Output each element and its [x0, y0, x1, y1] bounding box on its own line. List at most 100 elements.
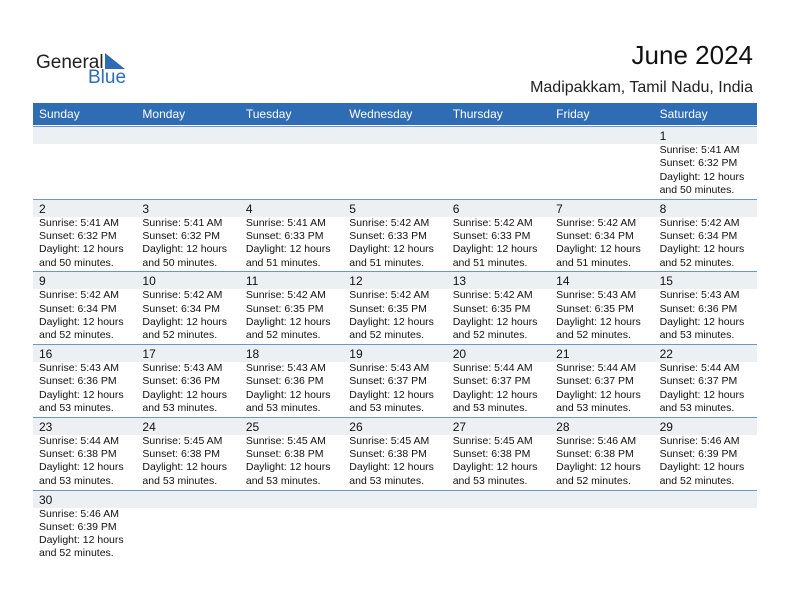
day-number: 26: [349, 419, 363, 434]
daylight: Daylight: 12 hours: [39, 243, 124, 256]
daylight: and 50 minutes.: [142, 256, 218, 269]
sunrise: Sunrise: 5:44 AM: [556, 362, 637, 375]
daylight: Daylight: 12 hours: [659, 243, 745, 256]
sunset: Sunset: 6:38 PM: [142, 448, 221, 461]
sunset: Sunset: 6:34 PM: [39, 302, 117, 315]
weekday-label: Wednesday: [349, 107, 413, 121]
day-number: 28: [556, 419, 570, 434]
daylight: and 53 minutes.: [452, 474, 528, 487]
day-number: 1: [659, 129, 667, 143]
daylight: Daylight: 12 hours: [556, 388, 641, 401]
day-number: 15: [659, 274, 673, 289]
weekday-label: Friday: [556, 107, 590, 121]
sunset: Sunset: 6:38 PM: [245, 448, 324, 461]
sunset: Sunset: 6:32 PM: [659, 157, 738, 170]
day-number: 23: [39, 419, 53, 434]
sunrise: Sunrise: 5:44 AM: [659, 362, 740, 375]
daylight: and 52 minutes.: [556, 329, 631, 342]
day-number: 24: [142, 419, 156, 434]
sunset: Sunset: 6:33 PM: [349, 230, 427, 242]
sunrise: Sunrise: 5:43 AM: [39, 362, 119, 375]
daylight: Daylight: 12 hours: [659, 388, 745, 401]
sunrise: Sunrise: 5:42 AM: [659, 216, 740, 229]
daylight: Daylight: 12 hours: [349, 388, 434, 401]
daylight: Daylight: 12 hours: [142, 243, 228, 256]
sunset: Sunset: 6:34 PM: [142, 302, 221, 315]
daylight: Daylight: 12 hours: [142, 316, 228, 328]
day-number: 25: [245, 419, 260, 434]
daylight: Daylight: 12 hours: [39, 388, 124, 401]
daylight: and 52 minutes.: [349, 329, 424, 342]
daylight: and 53 minutes.: [245, 474, 321, 487]
sunset: Sunset: 6:33 PM: [452, 230, 531, 242]
weekday-label: Sunday: [39, 107, 80, 121]
sunrise: Sunrise: 5:46 AM: [556, 434, 637, 447]
logo-blue: Blue: [88, 67, 127, 88]
daylight: and 53 minutes.: [659, 329, 735, 342]
day-number: 11: [245, 274, 259, 289]
logo-general: General: [36, 52, 104, 73]
sunrise: Sunrise: 5:46 AM: [39, 507, 119, 520]
sunrise: Sunrise: 5:42 AM: [39, 289, 119, 302]
daylight: and 52 minutes.: [659, 256, 735, 269]
daylight: and 50 minutes.: [659, 183, 735, 196]
daylight: and 53 minutes.: [659, 402, 735, 414]
sunrise: Sunrise: 5:44 AM: [452, 362, 533, 375]
sunrise: Sunrise: 5:42 AM: [245, 289, 326, 302]
daylight: Daylight: 12 hours: [452, 243, 538, 256]
sunrise: Sunrise: 5:41 AM: [245, 216, 326, 229]
sunset: Sunset: 6:35 PM: [452, 302, 531, 315]
daylight: and 52 minutes.: [659, 474, 735, 487]
sunset: Sunset: 6:35 PM: [245, 302, 324, 315]
daylight: Daylight: 12 hours: [556, 461, 641, 474]
daylight: and 52 minutes.: [142, 329, 218, 342]
sunset: Sunset: 6:38 PM: [452, 448, 531, 461]
day-number: 18: [245, 347, 260, 362]
daylight: Daylight: 12 hours: [659, 316, 745, 328]
sunrise: Sunrise: 5:42 AM: [556, 216, 637, 229]
daylight: Daylight: 12 hours: [245, 243, 331, 256]
daylight: and 52 minutes.: [39, 329, 114, 342]
day-number: 5: [349, 201, 356, 216]
daylight: and 53 minutes.: [452, 402, 528, 414]
weekday-label: Thursday: [452, 107, 503, 121]
daylight: and 53 minutes.: [142, 474, 218, 487]
day-number: 12: [349, 274, 363, 289]
date-strip: [33, 344, 757, 363]
daylight: Daylight: 12 hours: [245, 316, 331, 328]
daylight: and 53 minutes.: [39, 402, 114, 414]
sunset: Sunset: 6:34 PM: [556, 230, 634, 242]
logo-triangle: [105, 53, 125, 69]
sunrise: Sunrise: 5:45 AM: [349, 434, 430, 447]
date-strip: [33, 489, 757, 508]
daylight: Daylight: 12 hours: [349, 243, 434, 256]
day-number: 21: [556, 347, 570, 362]
daylight: and 53 minutes.: [556, 402, 631, 414]
weekday-label: Tuesday: [245, 107, 292, 121]
daylight: and 53 minutes.: [142, 402, 218, 414]
weekday-label: Saturday: [659, 107, 708, 121]
sunset: Sunset: 6:32 PM: [39, 230, 117, 242]
sunrise: Sunrise: 5:42 AM: [349, 289, 430, 302]
daylight: Daylight: 12 hours: [245, 388, 331, 401]
day-number: 7: [556, 201, 563, 216]
sunset: Sunset: 6:39 PM: [39, 520, 117, 533]
daylight: Daylight: 12 hours: [349, 316, 434, 328]
sunrise: Sunrise: 5:44 AM: [39, 434, 119, 447]
sunset: Sunset: 6:32 PM: [142, 230, 221, 242]
day-number: 30: [39, 492, 53, 507]
daylight: Daylight: 12 hours: [556, 316, 641, 328]
sunset: Sunset: 6:37 PM: [452, 375, 531, 388]
day-number: 22: [659, 347, 673, 362]
daylight: and 52 minutes.: [39, 547, 114, 560]
daylight: Daylight: 12 hours: [452, 316, 538, 328]
day-number: 20: [452, 347, 467, 362]
weekday-header: [33, 103, 757, 125]
sunrise: Sunrise: 5:43 AM: [556, 289, 637, 302]
daylight: and 51 minutes.: [556, 256, 631, 269]
sunset: Sunset: 6:35 PM: [349, 302, 427, 315]
daylight: Daylight: 12 hours: [245, 461, 331, 474]
daylight: and 53 minutes.: [349, 474, 424, 487]
date-strip: [33, 126, 757, 144]
day-number: 29: [659, 419, 673, 434]
